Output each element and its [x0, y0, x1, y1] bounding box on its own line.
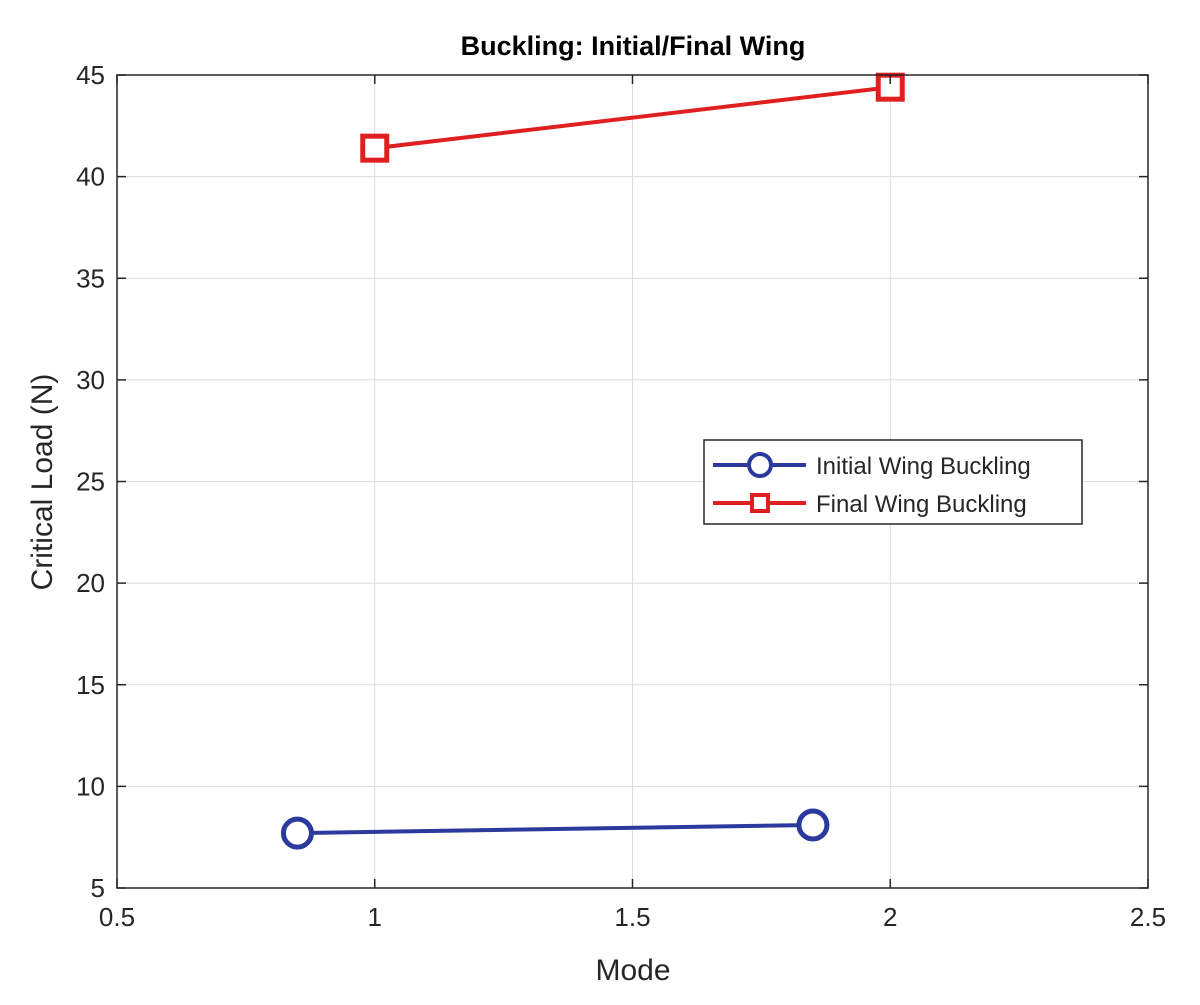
legend-label-0: Initial Wing Buckling [816, 453, 1031, 480]
legend-label-1: Final Wing Buckling [816, 491, 1027, 518]
series-0-point-1 [796, 808, 830, 842]
y-tick-label-1: 10 [76, 771, 105, 801]
y-axis-label: Critical Load (N) [26, 374, 59, 591]
axis-ticks: 0.5 1 1.5 2 2.5 5 10 15 20 25 30 35 40 45 [76, 60, 1166, 932]
y-tick-label-3: 20 [76, 568, 105, 598]
y-tick-label-6: 35 [76, 263, 105, 293]
legend-marker-0 [747, 452, 773, 478]
series-0-point-0 [280, 816, 314, 850]
x-tick-label-0: 0.5 [99, 902, 135, 932]
y-tick-label-0: 5 [91, 873, 105, 903]
x-tick-label-2: 1.5 [614, 902, 650, 932]
x-tick-label-3: 2 [883, 902, 897, 932]
x-tick-label-1: 1 [368, 902, 382, 932]
chart-title: Buckling: Initial/Final Wing [461, 31, 806, 61]
y-tick-label-4: 25 [76, 467, 105, 497]
legend-marker-1 [750, 493, 770, 513]
y-tick-label-8: 45 [76, 60, 105, 90]
y-tick-label-5: 30 [76, 365, 105, 395]
series-1-point-0 [360, 133, 390, 163]
plot-series [280, 72, 905, 850]
series-line-0 [297, 822, 813, 836]
series-line-1 [374, 85, 891, 151]
x-axis-label: Mode [595, 954, 670, 987]
y-tick-label-2: 15 [76, 670, 105, 700]
grid-lines [117, 75, 1148, 888]
x-tick-label-4: 2.5 [1130, 902, 1166, 932]
y-tick-label-7: 40 [76, 162, 105, 192]
legend: Initial Wing Buckling Final Wing Buckling [703, 439, 1083, 525]
